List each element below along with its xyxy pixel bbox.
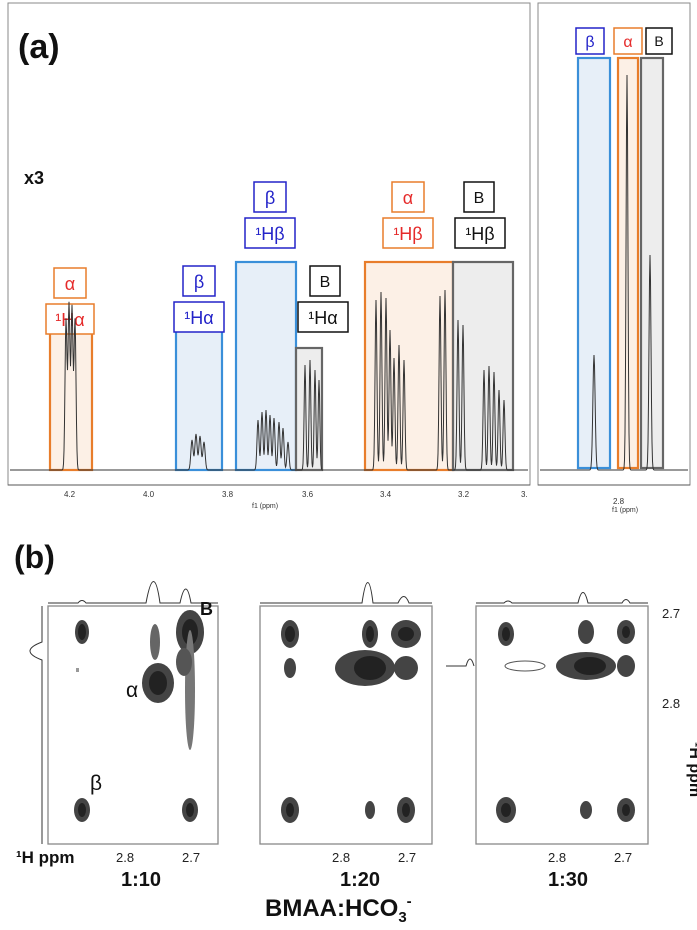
projection-top-3 [476,592,648,604]
peak-label-alpha: α [126,679,138,702]
panel-a: (a) x3 α ¹Hα β ¹Hα [7,2,691,514]
box-beta-h-beta [234,260,298,472]
projection-left-1 [29,606,43,844]
ratio-1-10: 1:10 [121,869,161,891]
left-tick-3-4: 3.4 [380,490,392,499]
panel-b: (b) B α β 2.8 2.7 1:10 [14,539,697,926]
series-title-sub: 3 [398,909,406,926]
series-title-main: BMAA:HCO [265,895,398,922]
left-tick-4-2: 4.2 [64,490,76,499]
right-axis: 2.8 f1 (ppm) [538,484,690,514]
left-tick-3-6: 3.6 [302,490,314,499]
projection-top-2 [260,582,432,604]
spectrum-1-10: B α β 2.8 2.7 1:10 [29,581,219,891]
left-tick-3-8: 3.8 [222,490,234,499]
spectrum-1-20: 2.8 2.7 1:20 [259,582,433,891]
projection-top-1 [48,581,218,604]
label-b-h-alpha: ¹Hα [308,308,337,328]
x-tick-2-2-8: 2.8 [332,850,350,865]
y-tick-2-7: 2.7 [662,606,680,621]
box-right-beta [576,56,612,470]
label-beta-top-1: β [194,272,204,292]
right-label-beta: β [585,34,594,51]
right-label-alpha: α [623,34,632,51]
left-tick-4-0: 4.0 [143,490,155,499]
y-tick-2-8: 2.8 [662,696,680,711]
label-beta-h-alpha: ¹Hα [184,308,213,328]
x-tick-1-2-8: 2.8 [116,850,134,865]
x-axis-label: ¹H ppm [16,848,75,867]
left-spectrum-trace [10,289,528,471]
y-axis-label: ¹H ppm [686,742,697,797]
label-b-h-beta: ¹Hβ [465,224,494,244]
label-alpha-h-beta: ¹Hβ [393,224,422,244]
x-tick-3-2-7: 2.7 [614,850,632,865]
right-axis-label: f1 (ppm) [612,507,638,514]
left-tick-3: 3. [521,490,528,499]
spectrum-1-30: 2.8 2.7 1:30 2.7 2.8 ¹H ppm [446,592,697,891]
left-axis: 4.2 4.0 3.8 3.6 3.4 3.2 3. f1 (ppm) [8,484,530,510]
right-tick-2-8: 2.8 [613,497,625,506]
right-highlight-boxes [576,56,665,470]
panel-a-label: (a) [18,28,60,66]
label-beta-top-2: β [265,188,275,208]
series-title-sup: - [407,893,412,910]
box-beta-h-alpha [174,318,224,472]
label-alpha-top: α [65,274,75,294]
x-tick-2-2-7: 2.7 [398,850,416,865]
series-title: BMAA:HCO3- [265,893,412,926]
label-b-top-2: B [474,190,485,207]
peak-label-b: B [200,599,213,619]
left-axis-label: f1 (ppm) [252,503,278,510]
right-spectrum-frame [537,2,691,486]
left-tick-3-2: 3.2 [458,490,470,499]
panel-b-label: (b) [14,539,55,575]
right-spectrum-trace [540,74,688,471]
x-tick-1-2-7: 2.7 [182,850,200,865]
scale-note: x3 [24,168,44,188]
right-label-b: B [654,33,663,49]
label-alpha-top-2: α [403,188,413,208]
peak-label-beta: β [90,772,102,795]
ratio-1-20: 1:20 [340,869,380,891]
projection-left-3 [446,658,475,667]
right-group-labels: β α B [575,27,673,55]
x-tick-3-2-8: 2.8 [548,850,566,865]
label-b-top-1: B [320,274,331,291]
box-right-b [639,56,665,470]
label-beta-h-beta: ¹Hβ [255,224,284,244]
ratio-1-30: 1:30 [548,869,588,891]
